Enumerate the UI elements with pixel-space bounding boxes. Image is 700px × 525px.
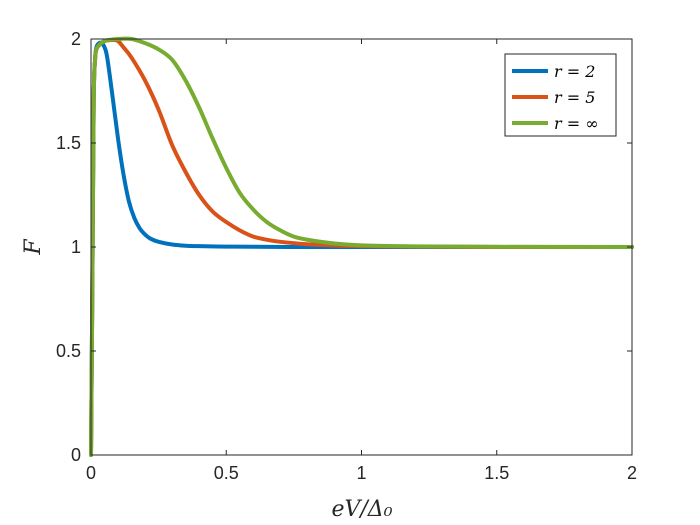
x-tick-label: 1.5: [484, 463, 509, 483]
y-tick-label: 0: [71, 445, 81, 465]
legend-label-3: r = ∞: [554, 114, 599, 133]
series-layer: [89, 36, 634, 457]
y-tick-label: 1: [71, 237, 81, 257]
x-tick-label: 0: [86, 463, 96, 483]
x-tick-label: 1: [356, 463, 366, 483]
y-tick-label: 1.5: [56, 133, 81, 153]
series-line-3: [89, 36, 634, 457]
y-tick-label: 2: [71, 29, 81, 49]
legend-label-1: r = 2: [554, 62, 595, 81]
y-tick-label: 0.5: [56, 341, 81, 361]
x-axis-title: eV/Δ₀: [331, 497, 392, 522]
legend-label-2: r = 5: [554, 88, 595, 107]
ticks-layer: 0 0.5 1 1.5 2 0 0.5 1 1.5 2: [56, 29, 637, 483]
y-axis-title: F: [21, 239, 46, 256]
x-tick-label: 2: [627, 463, 637, 483]
x-tick-label: 0.5: [214, 463, 239, 483]
legend: r = 2 r = 5 r = ∞: [504, 53, 617, 137]
